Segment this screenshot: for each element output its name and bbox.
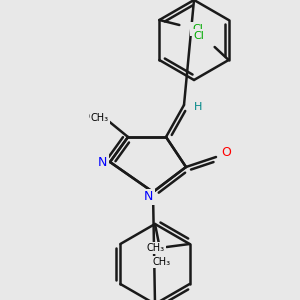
Text: Cl: Cl xyxy=(193,31,204,41)
Text: CH₃: CH₃ xyxy=(91,113,109,123)
Text: N: N xyxy=(97,155,107,169)
Text: N: N xyxy=(143,190,153,203)
Text: H: H xyxy=(194,102,202,112)
Text: O: O xyxy=(221,146,231,160)
Text: Cl: Cl xyxy=(192,24,203,34)
Text: CH₃: CH₃ xyxy=(153,257,171,267)
Text: CH₃: CH₃ xyxy=(89,112,107,122)
Text: CH₃: CH₃ xyxy=(147,243,165,253)
